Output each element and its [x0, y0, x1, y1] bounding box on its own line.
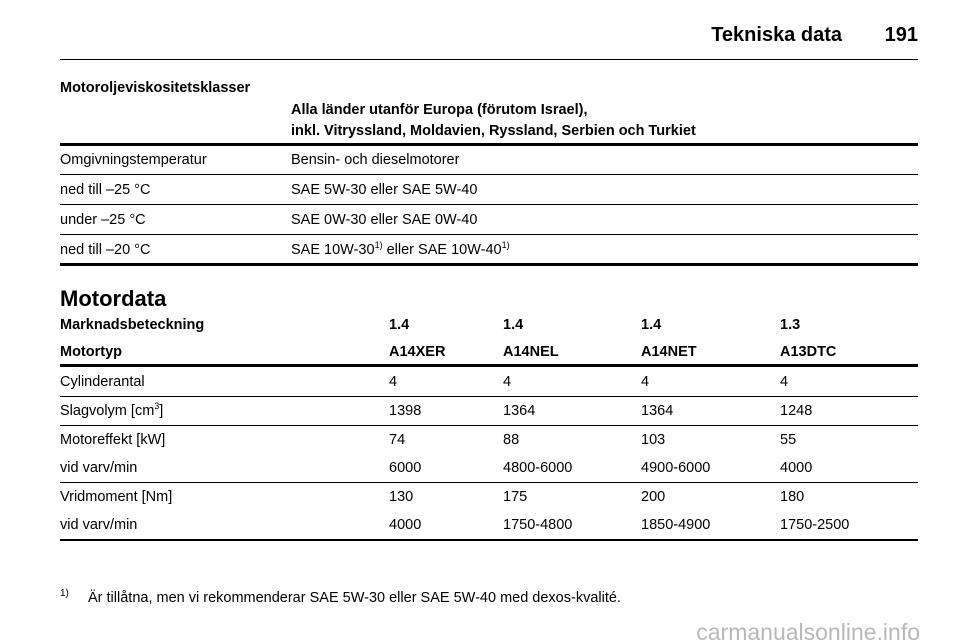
column-header: 1.4 [641, 317, 662, 333]
column-header: A14NET [641, 344, 697, 360]
text-part: SAE 10W-30 [291, 242, 375, 258]
table-cell: 4 [780, 374, 789, 390]
footnote-mark: 1) [60, 588, 69, 599]
footnote-text: Är tillåtna, men vi rekommenderar SAE 5W… [88, 590, 621, 606]
table-cell: 130 [389, 489, 414, 505]
table-cell: 1364 [503, 403, 536, 419]
table-cell: SAE 10W-301) eller SAE 10W-401) [291, 241, 510, 259]
table-cell: 4000 [389, 517, 422, 533]
table-cell: 1750-2500 [780, 517, 850, 533]
table-cell: 180 [780, 489, 805, 505]
page-number: 191 [884, 24, 918, 46]
column-header: Bensin- och dieselmotorer [291, 152, 460, 168]
table-cell: 55 [780, 432, 797, 448]
table-cell: vid varv/min [60, 517, 138, 533]
table-cell: ned till –25 °C [60, 182, 151, 198]
table-cell: SAE 0W-30 eller SAE 0W-40 [291, 212, 478, 228]
table-cell: Vridmoment [Nm] [60, 489, 173, 505]
table-cell: Motoreffekt [kW] [60, 432, 166, 448]
column-header: Omgivningstemperatur [60, 152, 207, 168]
table-cell: 200 [641, 489, 666, 505]
column-header: A14XER [389, 344, 446, 360]
table-cell: 6000 [389, 460, 422, 476]
table-cell: 1398 [389, 403, 422, 419]
rule [60, 482, 918, 483]
table-cell: ned till –20 °C [60, 242, 151, 258]
column-header: A13DTC [780, 344, 837, 360]
table-cell: 74 [389, 432, 406, 448]
column-header: 1.4 [503, 317, 524, 333]
table-cell: vid varv/min [60, 460, 138, 476]
column-header: 1.4 [389, 317, 410, 333]
superscript: 1) [501, 240, 510, 250]
table-cell: 103 [641, 432, 666, 448]
table-cell: 175 [503, 489, 528, 505]
rule [60, 263, 918, 266]
rule [60, 539, 918, 541]
rule [60, 59, 918, 60]
rule [60, 174, 918, 175]
rule [60, 396, 918, 397]
table-cell: under –25 °C [60, 212, 146, 228]
table-cell: 4800-6000 [503, 460, 573, 476]
section-subtitle: Motoroljeviskositetsklasser [60, 80, 251, 96]
superscript: 3 [154, 401, 160, 411]
section-title: Motordata [60, 286, 167, 311]
rule [60, 143, 918, 146]
watermark: carmanualsonline.info [696, 619, 920, 642]
header-title: Tekniska data [711, 24, 842, 46]
table-cell: 1364 [641, 403, 674, 419]
table-cell: 4000 [780, 460, 813, 476]
table-cell: 1248 [780, 403, 813, 419]
table-cell: 88 [503, 432, 520, 448]
table-cell: 4 [641, 374, 650, 390]
rule [60, 425, 918, 426]
text-part: Slagvolym [cm [60, 403, 155, 419]
rule [60, 364, 918, 367]
text-part: eller SAE 10W-40 [382, 242, 502, 258]
region-text: Alla länder utanför Europa (förutom Isra… [291, 102, 588, 118]
table-cell: 1750-4800 [503, 517, 573, 533]
rule [60, 234, 918, 235]
table-cell: Cylinderantal [60, 374, 145, 390]
column-header: 1.3 [780, 317, 801, 333]
text-part: ] [159, 403, 164, 419]
table-cell: 4900-6000 [641, 460, 711, 476]
table-cell: 4 [503, 374, 512, 390]
rule [60, 204, 918, 205]
table-cell: Slagvolym [cm3] [60, 402, 163, 420]
table-cell: SAE 5W-30 eller SAE 5W-40 [291, 182, 478, 198]
region-text: inkl. Vitryssland, Moldavien, Ryssland, … [291, 123, 696, 139]
superscript: 1) [374, 240, 383, 250]
column-header: Marknadsbeteckning [60, 317, 205, 333]
table-cell: 1850-4900 [641, 517, 711, 533]
table-cell: 4 [389, 374, 398, 390]
column-header: A14NEL [503, 344, 559, 360]
column-header: Motortyp [60, 344, 123, 360]
